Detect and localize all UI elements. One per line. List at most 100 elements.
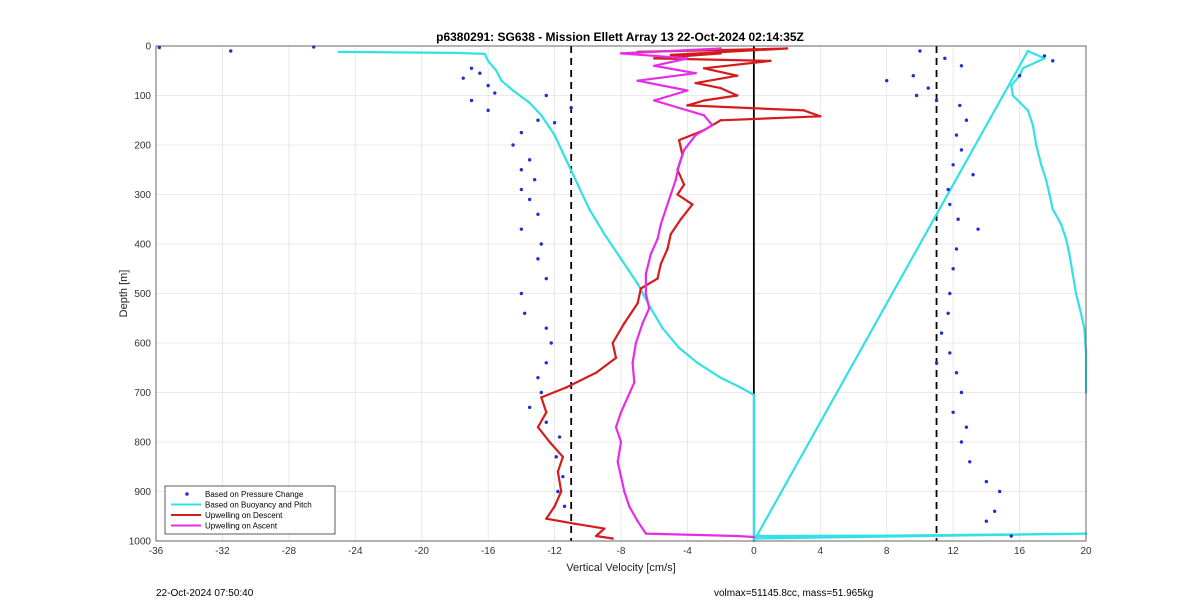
- legend-swatch: [185, 492, 189, 496]
- series-point: [561, 455, 565, 459]
- series-point: [691, 203, 694, 206]
- data-point: [527, 405, 532, 410]
- data-point: [519, 187, 524, 192]
- series-point: [636, 302, 639, 305]
- x-tick-label: 4: [818, 546, 824, 557]
- data-point: [956, 217, 960, 221]
- tick-labels: -36 -32 -28 -24 -20 -16 -12 -8 -4 0 4 8 12 16 20010020…: [129, 42, 1092, 558]
- series-point: [648, 307, 651, 310]
- data-point: [1042, 54, 1047, 58]
- series-point: [636, 520, 639, 523]
- data-point: [948, 351, 952, 355]
- series-point: [1026, 49, 1030, 53]
- series-point: [711, 124, 714, 127]
- series-point: [1064, 237, 1068, 241]
- data-point: [519, 227, 524, 231]
- series-point: [769, 59, 772, 63]
- series-point: [511, 89, 515, 92]
- series-point: [676, 193, 679, 196]
- y-tick-label: 500: [134, 289, 151, 300]
- series-point: [641, 322, 644, 325]
- x-tick-label: -4: [683, 546, 692, 557]
- x-tick-label: -20: [414, 546, 429, 557]
- series-point: [659, 223, 663, 226]
- series-point: [636, 282, 639, 285]
- series-point: [682, 148, 686, 152]
- y-tick-label: 700: [134, 388, 151, 399]
- data-point: [984, 519, 989, 523]
- series-point: [686, 89, 689, 92]
- series-point: [736, 74, 739, 77]
- series-point: [644, 532, 648, 535]
- series-point: [696, 361, 699, 364]
- series-point: [623, 322, 626, 325]
- series-line: [338, 49, 1088, 543]
- data-point: [544, 361, 548, 365]
- data-point: [493, 91, 497, 95]
- series-point: [536, 425, 540, 429]
- data-point: [968, 460, 972, 464]
- data-point: [943, 56, 947, 61]
- x-axis-label: Vertical Velocity [cm/s]: [566, 562, 675, 574]
- data-point: [536, 118, 540, 122]
- series-point: [659, 262, 663, 265]
- x-tick-label: 0: [751, 546, 757, 557]
- series-point: [686, 104, 689, 107]
- data-point: [934, 361, 939, 365]
- series-point: [644, 272, 648, 275]
- data-point: [554, 455, 558, 459]
- data-point: [1009, 534, 1013, 538]
- series-point: [819, 115, 822, 118]
- series-point: [1059, 223, 1063, 226]
- series-point: [1011, 94, 1015, 97]
- series-point: [636, 79, 639, 82]
- x-tick-label: 20: [1080, 546, 1092, 557]
- series-point: [614, 356, 618, 360]
- series-point: [611, 341, 614, 345]
- data-point: [486, 108, 490, 113]
- legend-label: Upwelling on Ascent: [205, 522, 278, 531]
- series-point: [603, 232, 606, 236]
- series-point: [528, 101, 531, 105]
- x-tick-label: -24: [348, 546, 363, 557]
- data-point: [544, 276, 548, 281]
- y-tick-label: 400: [134, 240, 151, 251]
- data-point: [939, 331, 944, 335]
- data-point: [948, 291, 952, 296]
- data-point: [478, 71, 482, 75]
- series-line: [536, 47, 822, 540]
- data-point: [544, 420, 548, 424]
- data-point: [536, 212, 540, 216]
- data-point: [1017, 74, 1022, 78]
- series-point: [483, 52, 487, 56]
- x-tick-label: -32: [215, 546, 230, 557]
- data-point: [532, 177, 537, 182]
- data-point: [959, 64, 964, 68]
- data-point: [552, 121, 557, 125]
- series-point: [785, 47, 789, 50]
- data-point: [527, 158, 532, 162]
- series-point: [656, 277, 659, 280]
- series-point: [1026, 109, 1030, 112]
- data-point: [926, 86, 930, 90]
- series-point: [540, 396, 543, 399]
- series-point: [674, 178, 678, 181]
- x-tick-label: -28: [282, 546, 297, 557]
- data-point: [544, 93, 548, 98]
- data-point: [486, 83, 490, 88]
- series-point: [656, 237, 659, 241]
- series-point: [337, 50, 340, 54]
- y-tick-label: 900: [134, 487, 151, 498]
- series-point: [639, 287, 643, 290]
- series-point: [664, 208, 668, 211]
- x-tick-label: 8: [884, 546, 890, 557]
- series-point: [619, 440, 623, 444]
- series-point: [631, 361, 634, 364]
- series-point: [1079, 312, 1083, 315]
- x-tick-label: -8: [617, 546, 626, 557]
- series-point: [649, 307, 653, 310]
- series-point: [653, 64, 656, 68]
- series-point: [719, 47, 722, 50]
- legend-label: Based on Pressure Change: [205, 490, 304, 499]
- data-point: [522, 311, 527, 315]
